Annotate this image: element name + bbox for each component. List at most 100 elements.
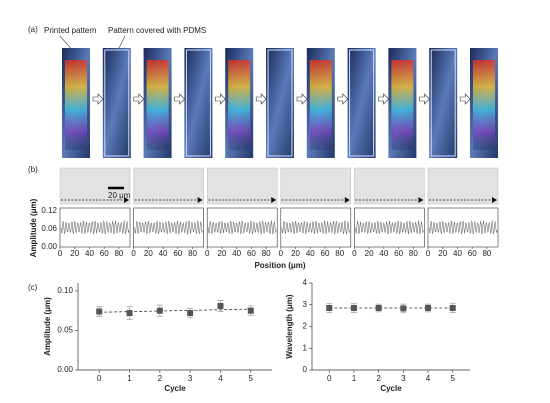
x-tick-label: 0 [426,249,431,258]
profile [355,220,424,235]
point [96,308,103,315]
arrow [92,93,104,105]
pdms-edge [349,49,375,157]
x-tick-label: 40 [453,249,462,258]
y-tick-label: 0.00 [57,365,73,374]
micrograph [206,167,278,205]
photo [102,48,131,158]
arrow [255,93,267,105]
micrograph [427,167,499,205]
x-tick-label: 4 [218,374,223,383]
arrow [378,93,390,105]
profile [428,220,498,235]
x-tick-label: 60 [321,249,330,258]
y-axis-label: Wavelength (μm) [285,294,294,358]
x-tick-label: 80 [114,249,123,258]
x-tick-label: 20 [70,249,79,258]
x-tick-label: 60 [100,249,109,258]
micrograph [133,167,204,205]
scan-arrowhead [271,197,277,203]
x-tick-label: 20 [217,249,226,258]
photo [184,48,213,158]
scan-arrowhead [124,197,129,203]
profile [60,220,130,235]
arrow [459,93,471,105]
point [247,307,254,314]
panel-label: (c) [28,283,38,292]
arrow [296,93,308,105]
point [187,310,194,317]
x-tick-label: 20 [438,249,447,258]
y-tick-label: 0.10 [57,286,73,295]
pdms-edge [185,49,211,157]
x-tick-label: 80 [482,249,491,258]
y-tick-label: 0 [303,365,308,374]
x-tick-label: 40 [159,249,168,258]
x-tick-label: 80 [262,249,271,258]
x-tick-label: 0 [279,249,284,258]
photo [347,48,376,158]
point [350,305,357,312]
pdms-edge [104,49,130,157]
x-tick-label: 1 [352,374,357,383]
y-axis-label: Amplitude (μm) [29,198,38,257]
x-tick-label: 5 [249,374,254,383]
pattern-overlay [146,60,169,150]
panel-label: (b) [28,165,38,174]
pattern-overlay [473,60,495,150]
point [400,305,407,312]
x-tick-label: 80 [188,249,197,258]
x-axis-label: Position (μm) [254,261,305,270]
y-tick-label: 0.05 [57,326,73,335]
x-tick-label: 60 [468,249,477,258]
x-tick-label: 60 [173,249,182,258]
y-tick-label: 1 [303,343,308,352]
content: 0.120.060.000 20 40 60 80 0 20 40 60 80 0 20 40 60 80 0… [41,48,499,393]
arrow [337,93,349,105]
point [375,305,382,312]
x-tick-label: 2 [376,374,381,383]
y-tick-label: 3 [303,300,308,309]
arrow [215,93,226,105]
x-tick-label: 0 [352,249,357,258]
point [449,305,456,312]
y-tick-label: 2 [303,322,308,331]
trend-line [99,308,251,313]
x-tick-label: 0 [131,249,136,258]
x-tick-label: 0 [205,249,210,258]
plot-frame [354,207,425,248]
x-axis-label: Cycle [164,384,186,393]
x-tick-label: 40 [379,249,388,258]
x-tick-label: 80 [409,249,418,258]
y-tick-label: 4 [303,278,308,287]
x-tick-label: 0 [327,374,332,383]
annotation: Pattern covered with PDMS [108,26,206,35]
point [156,307,163,314]
arrow [133,93,145,105]
x-tick-label: 60 [247,249,256,258]
profile [134,220,203,235]
x-tick-label: 60 [394,249,403,258]
pattern-overlay [391,60,414,150]
x-tick-label: 3 [401,374,406,383]
point [217,302,224,309]
x-tick-label: 40 [232,249,241,258]
pattern-overlay [228,60,251,150]
x-tick-label: 40 [306,249,315,258]
pattern-overlay [309,60,332,150]
scan-arrowhead [344,197,350,203]
pattern-overlay [65,60,87,150]
point [425,305,432,312]
y-tick-label: 0.00 [41,242,57,251]
micrograph [354,167,425,205]
profile [207,220,277,235]
panel-label: (a) [28,25,38,34]
x-tick-label: 20 [291,249,300,258]
x-tick-label: 80 [335,249,344,258]
arrow [419,93,430,105]
arrow [174,93,186,105]
scan-arrowhead [492,197,497,203]
axes [311,283,470,371]
